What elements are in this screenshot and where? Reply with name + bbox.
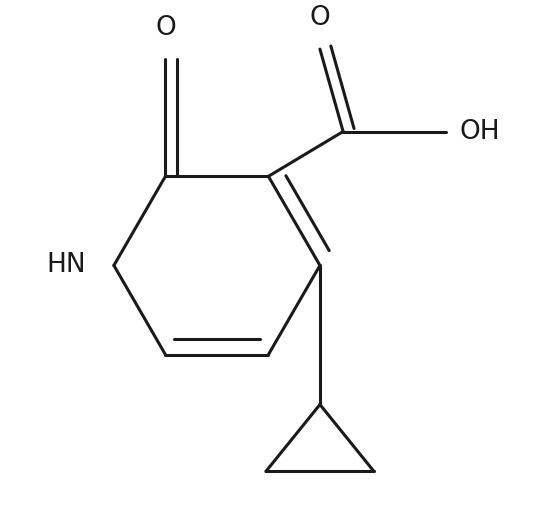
Text: O: O — [309, 5, 330, 31]
Text: HN: HN — [46, 253, 86, 278]
Text: O: O — [155, 15, 176, 41]
Text: OH: OH — [459, 119, 500, 144]
